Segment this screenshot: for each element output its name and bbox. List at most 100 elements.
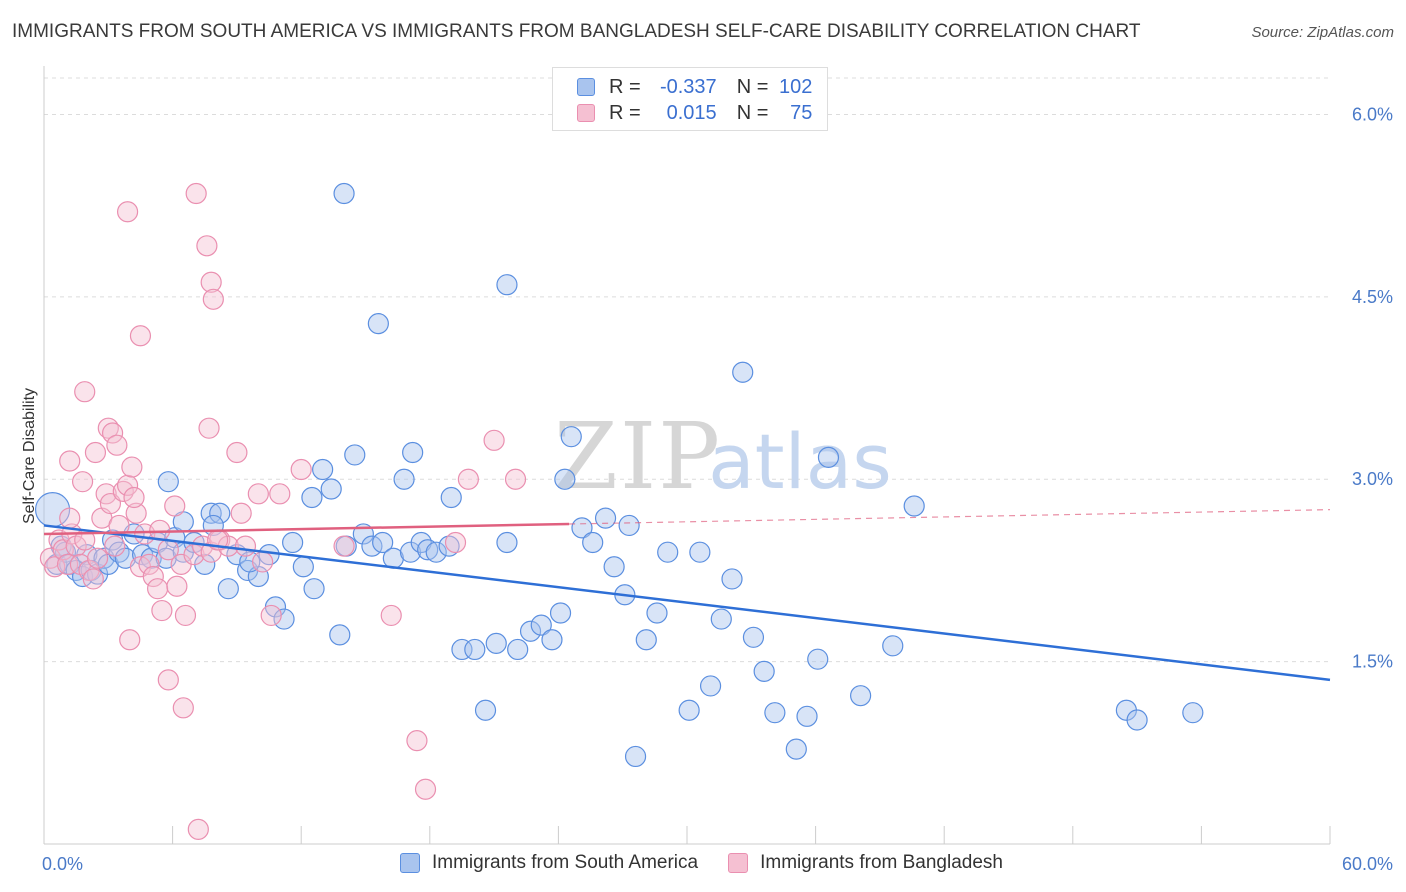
point-south-america <box>541 629 563 651</box>
point-south-america <box>329 624 351 646</box>
point-bangladesh <box>71 471 94 493</box>
point-south-america <box>312 458 334 481</box>
point-bangladesh <box>457 468 479 490</box>
point-south-america <box>796 705 818 727</box>
point-bangladesh <box>101 422 124 444</box>
chart-source: Source: ZipAtlas.com <box>1251 24 1394 41</box>
point-bangladesh <box>121 456 143 478</box>
watermark-zip: ZIP <box>554 403 722 510</box>
n-value-south-america: 102 <box>779 75 813 98</box>
point-south-america <box>417 539 439 561</box>
n-value-bangladesh: 75 <box>790 101 813 124</box>
point-bangladesh <box>59 507 81 529</box>
trend-line-bangladesh <box>43 522 570 536</box>
data-points <box>34 182 1204 841</box>
point-bangladesh <box>504 468 527 490</box>
point-south-america <box>721 568 743 590</box>
point-bangladesh <box>59 450 81 472</box>
point-south-america <box>344 444 366 466</box>
point-south-america <box>753 660 775 682</box>
point-south-america <box>273 608 295 630</box>
point-bangladesh <box>56 553 79 575</box>
stats-row-south-america: R = -0.337 N = 102 <box>577 75 812 99</box>
x-tick-label-min: 0.0% <box>42 854 83 874</box>
point-bangladesh <box>483 429 505 451</box>
point-south-america <box>882 635 904 657</box>
point-south-america <box>333 182 355 205</box>
point-bangladesh <box>151 599 173 622</box>
point-south-america <box>209 502 231 524</box>
point-south-america <box>530 614 552 636</box>
legend-item-south-america[interactable]: Immigrants from South America <box>400 852 698 874</box>
axis-labels: 1.5% 3.0% 4.5% 6.0% 0.0% 60.0% Self-Care Disab… <box>21 104 1393 874</box>
point-south-america <box>646 602 668 624</box>
series-legend: Immigrants from South America Immigrants… <box>400 852 1033 874</box>
point-south-america <box>678 699 700 721</box>
point-south-america <box>108 541 130 563</box>
point-bangladesh <box>129 325 152 347</box>
point-south-america <box>496 274 518 296</box>
point-bangladesh <box>252 551 274 573</box>
watermark: ZIP atlas <box>554 403 892 510</box>
point-bangladesh <box>230 502 252 524</box>
point-south-america <box>438 535 460 557</box>
trend-line-south-america <box>43 524 1331 682</box>
point-bangladesh <box>74 381 96 403</box>
point-bangladesh <box>157 669 179 691</box>
point-south-america <box>217 578 239 600</box>
legend-label-south-america: Immigrants from South America <box>432 852 699 873</box>
point-south-america <box>624 745 647 768</box>
point-bangladesh <box>380 604 402 627</box>
point-bangladesh <box>174 604 197 627</box>
point-bangladesh <box>185 182 207 205</box>
point-south-america <box>710 608 732 630</box>
point-bangladesh <box>269 483 291 505</box>
r-label: R = <box>609 101 641 124</box>
point-bangladesh <box>290 458 312 481</box>
point-south-america <box>603 556 625 578</box>
legend-item-bangladesh[interactable]: Immigrants from Bangladesh <box>728 852 1003 874</box>
point-bangladesh <box>116 474 139 496</box>
point-south-america <box>1182 702 1204 724</box>
point-bangladesh <box>125 502 147 524</box>
point-bangladesh <box>84 441 107 464</box>
point-bangladesh <box>226 441 248 464</box>
point-bangladesh <box>123 486 145 509</box>
point-bangladesh <box>112 480 134 502</box>
legend-label-bangladesh: Immigrants from Bangladesh <box>760 852 1003 873</box>
y-tick-label: 1.5% <box>1352 652 1393 672</box>
point-south-america <box>560 426 582 448</box>
y-axis-title: Self-Care Disability <box>21 388 38 524</box>
swatch-south-america <box>577 78 595 96</box>
r-value-bangladesh: 0.015 <box>666 101 717 124</box>
point-bangladesh <box>444 531 467 554</box>
y-tick-label: 4.5% <box>1352 287 1393 307</box>
trend-line-bangladesh-extension <box>569 509 1331 525</box>
axes <box>43 66 1331 845</box>
point-south-america <box>549 602 572 624</box>
point-south-america <box>440 486 462 509</box>
point-bangladesh <box>234 535 257 557</box>
point-south-america <box>850 685 872 707</box>
grid-lines <box>44 77 1330 663</box>
point-south-america <box>635 629 657 651</box>
point-south-america <box>519 620 542 642</box>
point-south-america <box>464 638 486 661</box>
point-south-america <box>393 468 415 490</box>
point-south-america <box>594 507 617 529</box>
point-bangladesh <box>247 483 269 505</box>
point-south-america <box>474 699 497 721</box>
point-bangladesh <box>82 568 104 590</box>
point-south-america <box>764 702 786 724</box>
stats-legend: R = -0.337 N = 102 R = 0.015 N = 75 <box>552 67 828 131</box>
trend-lines <box>43 509 1331 682</box>
r-value-south-america: -0.337 <box>659 75 717 98</box>
point-bangladesh <box>202 288 224 310</box>
point-south-america <box>807 648 829 670</box>
point-bangladesh <box>142 565 164 588</box>
point-bangladesh <box>86 547 109 569</box>
chart-title: IMMIGRANTS FROM SOUTH AMERICA VS IMMIGRA… <box>12 21 1141 42</box>
point-south-america <box>657 541 679 563</box>
point-bangladesh <box>119 629 141 651</box>
